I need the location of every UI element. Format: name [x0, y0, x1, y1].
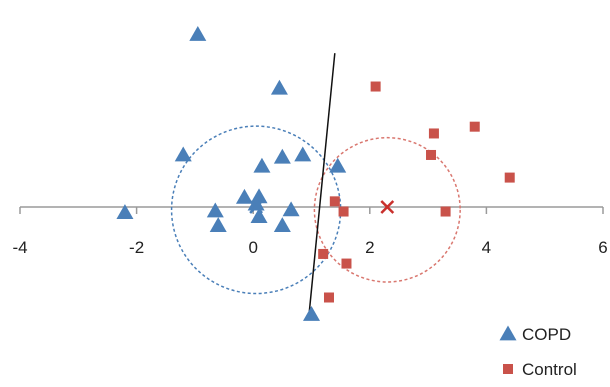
copd-point [209, 217, 227, 233]
control-point [440, 206, 451, 217]
copd-point [247, 195, 265, 211]
control-point [341, 258, 352, 269]
control-point [323, 292, 334, 303]
control-point [329, 196, 340, 207]
copd-point [253, 157, 271, 173]
legend-copd-icon [499, 325, 517, 341]
control-point [318, 248, 329, 259]
copd-point [303, 305, 320, 321]
control-point [428, 128, 439, 139]
legend-control-icon [503, 364, 513, 374]
x-tick-label: 4 [482, 238, 491, 257]
copd-point [282, 201, 300, 217]
separator-line [307, 53, 336, 320]
control-point [469, 121, 480, 132]
control-point [338, 206, 349, 217]
control-point [504, 172, 515, 183]
control-point [426, 149, 437, 160]
centroid-control-stroke-b [380, 200, 395, 214]
x-tick-label: -4 [12, 238, 27, 257]
copd-point [189, 25, 207, 41]
control-point [370, 81, 381, 92]
legend-label-control: Control [522, 360, 577, 379]
copd-point [235, 188, 253, 204]
centroid-copd-stroke-b [249, 200, 263, 214]
copd-point [273, 217, 291, 233]
copd-point [174, 146, 192, 162]
cluster-circle-control [313, 136, 461, 283]
legend-label-copd: COPD [522, 325, 571, 344]
x-tick-label: -2 [129, 238, 144, 257]
copd-point [116, 204, 134, 220]
copd-point [273, 148, 291, 164]
x-tick-label: 6 [598, 238, 607, 257]
copd-point [294, 146, 312, 162]
copd-point [250, 208, 268, 223]
copd-point [206, 202, 224, 218]
copd-point [270, 79, 288, 95]
x-tick-label: 0 [248, 238, 257, 257]
x-tick-label: 2 [365, 238, 374, 257]
copd-point [329, 157, 347, 173]
